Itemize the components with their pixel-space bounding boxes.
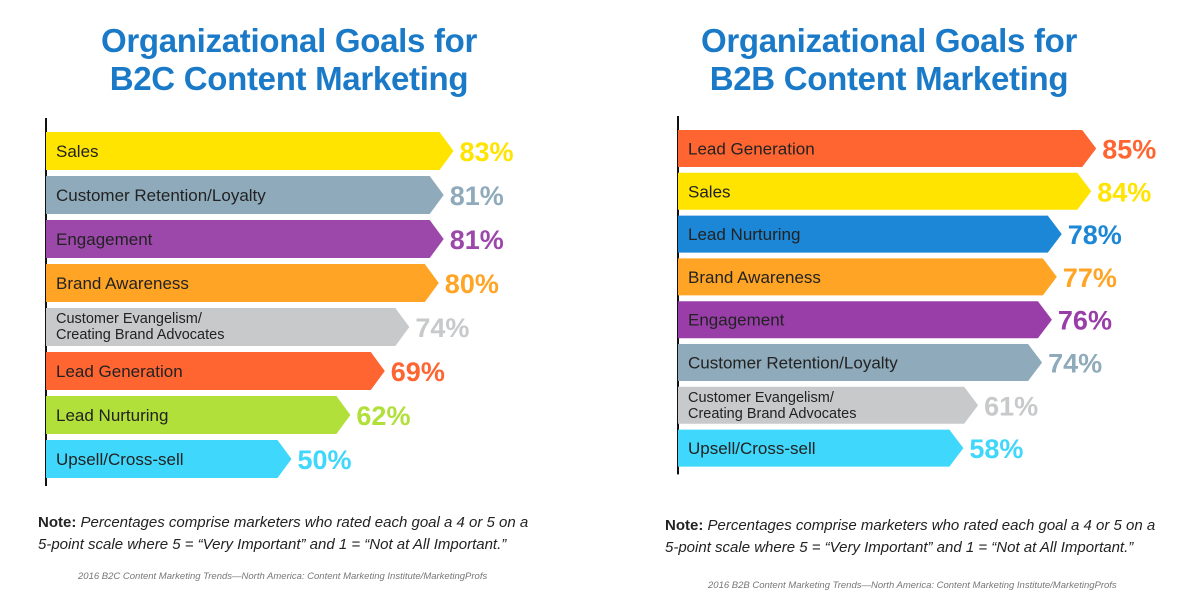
b2b-bar-customer-evangelism-creating-brand-advocates: [678, 386, 979, 424]
b2b-bar-engagement: [678, 301, 1052, 339]
b2b-bar-customer-retention-loyalty: [678, 344, 1043, 381]
b2c-category-label: Lead Nurturing: [56, 406, 168, 425]
b2c-bar-group-lead-nurturing: Lead Nurturing 62%: [46, 396, 410, 434]
b2c-bar-group-lead-generation: Lead Generation 69%: [46, 352, 445, 390]
b2b-bar-upsell-cross-sell: [678, 429, 964, 467]
b2c-panel: Organizational Goals for B2C Content Mar…: [0, 22, 578, 582]
b2b-value-label: 78%: [1068, 220, 1122, 250]
b2c-value-label: 81%: [450, 225, 504, 255]
b2b-category-label: Brand Awareness: [688, 268, 821, 287]
b2b-bar-group-engagement: Engagement 76%: [678, 301, 1112, 339]
b2b-bar-group-brand-awareness: Brand Awareness 77%: [678, 258, 1117, 296]
b2b-value-label: 76%: [1058, 306, 1112, 336]
b2c-note-label: Note:: [38, 514, 77, 531]
b2c-chart-title: Organizational Goals for B2C Content Mar…: [0, 22, 578, 98]
b2b-note-line-1: Percentages comprise marketers who rated…: [707, 517, 1156, 534]
b2b-bar-group-sales: Sales 84%: [678, 172, 1151, 210]
b2b-bar-lead-nurturing: [678, 215, 1062, 253]
b2c-note-line-2: 5-point scale where 5 = “Very Important”…: [38, 536, 507, 553]
b2c-value-label: 74%: [415, 313, 469, 343]
b2c-value-label: 50%: [298, 445, 352, 475]
b2c-category-label: Lead Generation: [56, 362, 183, 381]
b2b-category-label: Lead Nurturing: [688, 225, 800, 244]
b2b-category-label: Upsell/Cross-sell: [688, 439, 816, 458]
b2c-note: Note: Percentages comprise marketers who…: [38, 512, 558, 556]
b2b-category-label: Engagement: [688, 311, 785, 330]
b2b-note-line-2: 5-point scale where 5 = “Very Important”…: [665, 539, 1134, 556]
b2b-bar-lead-generation: [678, 130, 1097, 167]
b2b-category-label: Lead Generation: [688, 140, 815, 159]
b2b-category-label: Customer Evangelism/: [688, 390, 835, 406]
b2c-note-line-1: Percentages comprise marketers who rated…: [80, 514, 529, 531]
b2b-category-label: Customer Retention/Loyalty: [688, 354, 898, 373]
b2c-category-label: Sales: [56, 142, 99, 161]
b2b-value-label: 77%: [1063, 263, 1117, 293]
b2c-source: 2016 B2C Content Marketing Trends—North …: [78, 571, 488, 582]
b2c-category-label: Customer Evangelism/: [56, 311, 203, 327]
b2b-panel: Organizational Goals for B2B Content Mar…: [600, 0, 1200, 605]
b2b-value-label: 85%: [1102, 135, 1156, 165]
b2c-bar-customer-retention-loyalty: [46, 176, 444, 214]
b2b-value-label: 58%: [969, 434, 1023, 464]
b2b-value-label: 84%: [1097, 177, 1151, 207]
b2c-category-label: Engagement: [56, 230, 153, 249]
b2c-bar-engagement: [46, 220, 444, 258]
b2b-bar-group-upsell-cross-sell: Upsell/Cross-sell 58%: [678, 429, 1023, 467]
b2b-bar-group-customer-retention-loyalty: Customer Retention/Loyalty 74%: [678, 344, 1102, 381]
b2b-category-label: Sales: [688, 182, 731, 201]
b2c-bar-brand-awareness: [46, 264, 439, 302]
b2b-bar-brand-awareness: [678, 258, 1057, 296]
b2c-bar-group-brand-awareness: Brand Awareness 80%: [46, 264, 499, 302]
b2b-bar-sales: [678, 172, 1092, 210]
b2b-title-line-1: Organizational Goals for: [700, 22, 1078, 59]
b2c-value-label: 69%: [391, 357, 445, 387]
b2b-title-line-2: B2B Content Marketing: [709, 60, 1069, 97]
b2c-bar-sales: [46, 132, 454, 170]
b2b-value-label: 61%: [984, 391, 1038, 421]
b2c-bar-chart: Sales 83%Customer Retention/Loyalty 81%Eng…: [45, 118, 514, 486]
b2c-category-label: Creating Brand Advocates: [56, 327, 224, 343]
b2c-category-label: Upsell/Cross-sell: [56, 450, 184, 469]
b2b-bar-group-lead-nurturing: Lead Nurturing 78%: [678, 215, 1122, 253]
b2c-bar-group-customer-retention-loyalty: Customer Retention/Loyalty 81%: [46, 176, 504, 214]
b2c-bar-group-upsell-cross-sell: Upsell/Cross-sell 50%: [46, 440, 352, 478]
b2c-bar-customer-evangelism-creating-brand-advocates: [46, 308, 410, 346]
b2c-value-label: 80%: [445, 269, 499, 299]
b2b-note: Note: Percentages comprise marketers who…: [665, 515, 1195, 559]
b2c-title-line-2: B2C Content Marketing: [109, 60, 469, 97]
b2b-bar-chart: Lead Generation 85% Sales 84% Lead Nurturing…: [677, 116, 1156, 475]
b2c-bar-lead-nurturing: [46, 396, 351, 434]
b2c-value-label: 83%: [460, 137, 514, 167]
b2b-bar-group-customer-evangelism-creating-brand-advocates: Customer Evangelism/Creating Brand Advoc…: [678, 386, 1038, 424]
b2b-chart-title: Organizational Goals for B2B Content Mar…: [600, 22, 1178, 98]
b2c-bar-upsell-cross-sell: [46, 440, 292, 478]
b2c-category-label: Brand Awareness: [56, 274, 189, 293]
b2c-value-label: 62%: [356, 401, 410, 431]
b2c-value-label: 81%: [450, 181, 504, 211]
b2b-value-label: 74%: [1048, 349, 1102, 379]
b2b-category-label: Creating Brand Advocates: [688, 406, 856, 422]
b2c-category-label: Customer Retention/Loyalty: [56, 186, 266, 205]
b2c-title-line-1: Organizational Goals for: [100, 22, 478, 59]
b2c-bar-group-engagement: Engagement 81%: [46, 220, 504, 258]
b2b-bar-group-lead-generation: Lead Generation 85%: [678, 130, 1156, 167]
b2c-bar-lead-generation: [46, 352, 385, 390]
b2c-bar-group-sales: Sales 83%: [46, 132, 514, 170]
b2c-bar-group-customer-evangelism-creating-brand-advocates: Customer Evangelism/Creating Brand Advoc…: [46, 308, 469, 346]
b2b-source: 2016 B2B Content Marketing Trends—North …: [708, 580, 1117, 591]
b2b-note-label: Note:: [665, 517, 704, 534]
